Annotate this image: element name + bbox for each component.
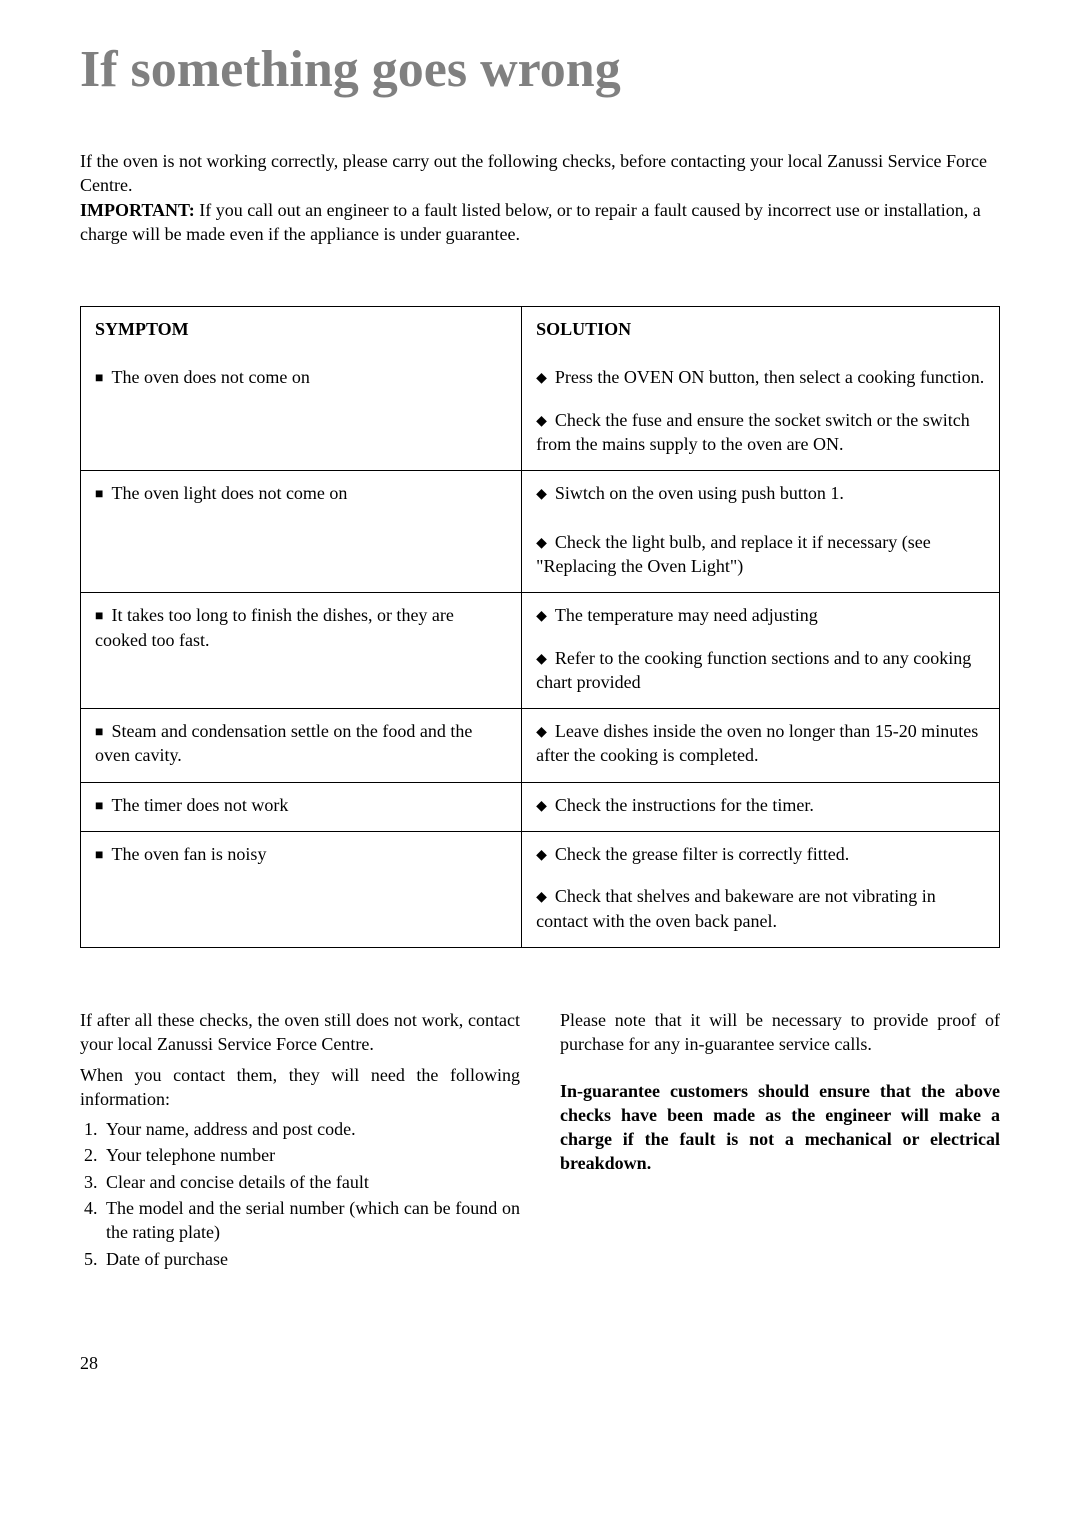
- table-row: The oven does not come on Press the OVEN…: [81, 355, 1000, 470]
- symptom-text: The oven fan is noisy: [95, 842, 507, 866]
- symptom-cell: The timer does not work: [81, 782, 522, 831]
- solution-cell: Siwtch on the oven using push button 1.: [522, 471, 1000, 520]
- after-left-p1: If after all these checks, the oven stil…: [80, 1008, 520, 1057]
- solution-text: The temperature may need adjusting: [536, 603, 985, 627]
- right-column: Please note that it will be necessary to…: [560, 1008, 1000, 1273]
- intro-line1: If the oven is not working correctly, pl…: [80, 151, 987, 195]
- list-item: Your telephone number: [102, 1143, 520, 1167]
- intro-paragraph: If the oven is not working correctly, pl…: [80, 149, 1000, 246]
- troubleshooting-table: SYMPTOM SOLUTION The oven does not come …: [80, 306, 1000, 948]
- symptom-cell: The oven fan is noisy: [81, 832, 522, 948]
- header-symptom-cell: SYMPTOM: [81, 307, 522, 356]
- symptom-cell: It takes too long to finish the dishes, …: [81, 593, 522, 709]
- symptom-text: The timer does not work: [95, 793, 507, 817]
- after-right-p2: In-guarantee customers should ensure tha…: [560, 1079, 1000, 1176]
- symptom-cell: The oven does not come on: [81, 355, 522, 470]
- solution-text: Check that shelves and bakeware are not …: [536, 884, 985, 933]
- table-row: The oven light does not come on Siwtch o…: [81, 471, 1000, 520]
- table-row: Check the light bulb, and replace it if …: [81, 520, 1000, 593]
- solution-cell: Check the instructions for the timer.: [522, 782, 1000, 831]
- list-item: Your name, address and post code.: [102, 1117, 520, 1141]
- header-solution-cell: SOLUTION: [522, 307, 1000, 356]
- solution-cell: Check the light bulb, and replace it if …: [522, 520, 1000, 593]
- solution-text: Check the instructions for the timer.: [536, 793, 985, 817]
- page-title: If something goes wrong: [80, 40, 1000, 99]
- solution-text: Check the grease filter is correctly fit…: [536, 842, 985, 866]
- table-row: The timer does not work Check the instru…: [81, 782, 1000, 831]
- page-number: 28: [80, 1353, 1000, 1374]
- solution-cell: Leave dishes inside the oven no longer t…: [522, 709, 1000, 783]
- after-left-p2: When you contact them, they will need th…: [80, 1063, 520, 1112]
- left-column: If after all these checks, the oven stil…: [80, 1008, 520, 1273]
- solution-cell: Check the grease filter is correctly fit…: [522, 832, 1000, 948]
- table-row: Steam and condensation settle on the foo…: [81, 709, 1000, 783]
- solution-text: Check the fuse and ensure the socket swi…: [536, 408, 985, 457]
- after-right-p1: Please note that it will be necessary to…: [560, 1008, 1000, 1057]
- symptom-text: The oven does not come on: [95, 365, 507, 389]
- solution-text: Refer to the cooking function sections a…: [536, 646, 985, 695]
- list-item: The model and the serial number (which c…: [102, 1196, 520, 1245]
- intro-line2: If you call out an engineer to a fault l…: [80, 200, 981, 244]
- solution-text: Press the OVEN ON button, then select a …: [536, 365, 985, 389]
- list-item: Date of purchase: [102, 1247, 520, 1271]
- symptom-cell: The oven light does not come on: [81, 471, 522, 520]
- solution-text: Leave dishes inside the oven no longer t…: [536, 719, 985, 768]
- symptom-text: Steam and condensation settle on the foo…: [95, 719, 507, 768]
- header-solution: SOLUTION: [536, 319, 631, 339]
- table-row: It takes too long to finish the dishes, …: [81, 593, 1000, 709]
- page-content: If something goes wrong If the oven is n…: [0, 0, 1080, 1414]
- symptom-text: It takes too long to finish the dishes, …: [95, 603, 507, 652]
- table-row: The oven fan is noisy Check the grease f…: [81, 832, 1000, 948]
- after-columns: If after all these checks, the oven stil…: [80, 1008, 1000, 1273]
- info-list: Your name, address and post code. Your t…: [80, 1117, 520, 1271]
- symptom-cell: [81, 520, 522, 593]
- table-header-row: SYMPTOM SOLUTION: [81, 307, 1000, 356]
- important-label: IMPORTANT:: [80, 200, 195, 220]
- symptom-text: The oven light does not come on: [95, 481, 507, 505]
- symptom-cell: Steam and condensation settle on the foo…: [81, 709, 522, 783]
- solution-text: Check the light bulb, and replace it if …: [536, 530, 985, 579]
- header-symptom: SYMPTOM: [95, 319, 189, 339]
- solution-cell: Press the OVEN ON button, then select a …: [522, 355, 1000, 470]
- solution-text: Siwtch on the oven using push button 1.: [536, 481, 985, 505]
- list-item: Clear and concise details of the fault: [102, 1170, 520, 1194]
- solution-cell: The temperature may need adjusting Refer…: [522, 593, 1000, 709]
